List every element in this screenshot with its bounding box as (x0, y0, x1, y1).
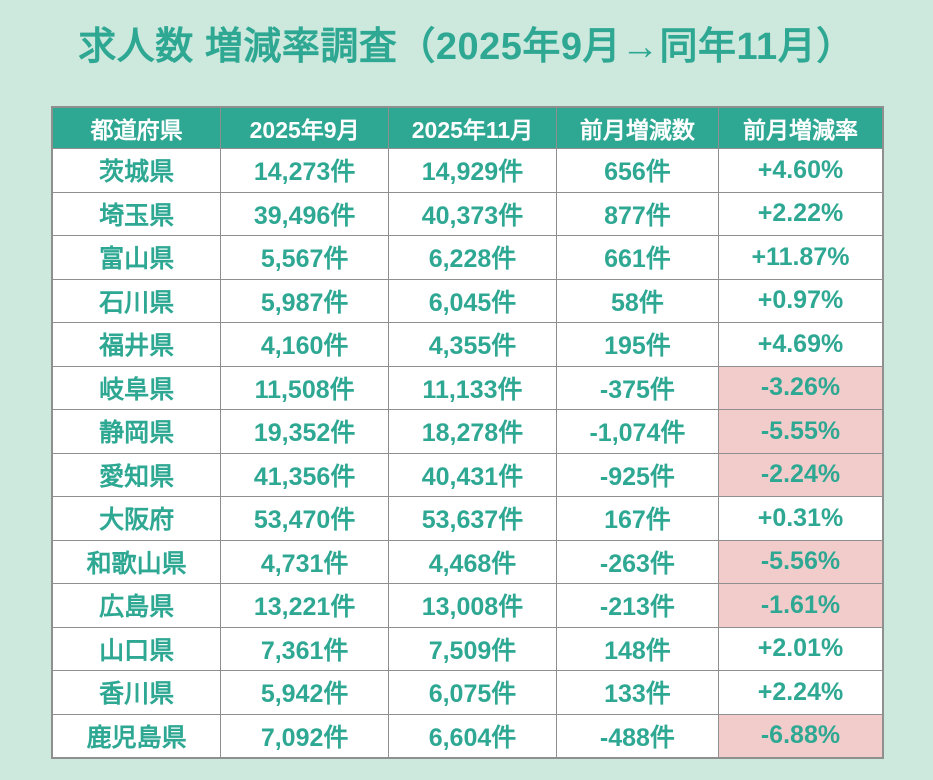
sep-2025-count-cell: 13,221件 (220, 583, 390, 628)
prefecture-cell: 埼玉県 (51, 191, 222, 236)
month-diff-count-cell: 195件 (555, 322, 719, 367)
month-diff-count-cell: 58件 (555, 278, 719, 323)
prefecture-cell: 茨城県 (51, 148, 222, 193)
sep-2025-count-cell: 14,273件 (220, 148, 390, 193)
prefecture-job-table: 都道府県 2025年9月 2025年11月 前月増減数 前月増減率 茨城県 14,273件… (51, 106, 884, 759)
column-header-4: 前月増減数 (555, 106, 719, 149)
nov-2025-count-cell: 13,008件 (388, 583, 557, 628)
month-diff-count-cell: -263件 (555, 539, 719, 584)
sep-2025-count-cell: 7,361件 (220, 626, 390, 671)
table-row: 和歌山県 4,731件 4,468件 -263件 -5.56% (51, 539, 884, 584)
sep-2025-count-cell: 5,567件 (220, 235, 390, 280)
month-diff-rate-cell: -2.24% (717, 452, 884, 497)
table-row: 愛知県 41,356件 40,431件 -925件 -2.24% (51, 452, 884, 497)
nov-2025-count-cell: 4,468件 (388, 539, 557, 584)
month-diff-count-cell: -213件 (555, 583, 719, 628)
nov-2025-count-cell: 6,045件 (388, 278, 557, 323)
nov-2025-count-cell: 4,355件 (388, 322, 557, 367)
prefecture-cell: 山口県 (51, 626, 222, 671)
prefecture-cell: 香川県 (51, 670, 222, 715)
prefecture-cell: 大阪府 (51, 496, 222, 541)
month-diff-rate-cell: +0.97% (717, 278, 884, 323)
prefecture-cell: 和歌山県 (51, 539, 222, 584)
month-diff-rate-cell: -5.55% (717, 409, 884, 454)
nov-2025-count-cell: 53,637件 (388, 496, 557, 541)
prefecture-cell: 広島県 (51, 583, 222, 628)
prefecture-cell: 富山県 (51, 235, 222, 280)
month-diff-rate-cell: +11.87% (717, 235, 884, 280)
page-title: 求人数 増減率調査（2025年9月→同年11月） (78, 26, 855, 68)
sep-2025-count-cell: 4,160件 (220, 322, 390, 367)
column-header-3: 2025年11月 (388, 106, 557, 149)
nov-2025-count-cell: 6,075件 (388, 670, 557, 715)
month-diff-rate-cell: -1.61% (717, 583, 884, 628)
prefecture-cell: 愛知県 (51, 452, 222, 497)
month-diff-count-cell: 656件 (555, 148, 719, 193)
table-row: 香川県 5,942件 6,075件 133件 +2.24% (51, 670, 884, 715)
table-row: 福井県 4,160件 4,355件 195件 +4.69% (51, 322, 884, 367)
prefecture-cell: 福井県 (51, 322, 222, 367)
sep-2025-count-cell: 4,731件 (220, 539, 390, 584)
prefecture-cell: 静岡県 (51, 409, 222, 454)
table-row: 静岡県 19,352件 18,278件 -1,074件 -5.55% (51, 409, 884, 454)
column-header-1: 都道府県 (51, 106, 222, 149)
nov-2025-count-cell: 40,431件 (388, 452, 557, 497)
sep-2025-count-cell: 5,942件 (220, 670, 390, 715)
sep-2025-count-cell: 39,496件 (220, 191, 390, 236)
table-row: 石川県 5,987件 6,045件 58件 +0.97% (51, 278, 884, 323)
nov-2025-count-cell: 11,133件 (388, 365, 557, 410)
month-diff-rate-cell: +2.01% (717, 626, 884, 671)
prefecture-cell: 鹿児島県 (51, 713, 222, 759)
month-diff-count-cell: 148件 (555, 626, 719, 671)
month-diff-rate-cell: -6.88% (717, 713, 884, 759)
month-diff-rate-cell: +2.24% (717, 670, 884, 715)
table-row: 岐阜県 11,508件 11,133件 -375件 -3.26% (51, 365, 884, 410)
month-diff-count-cell: 877件 (555, 191, 719, 236)
nov-2025-count-cell: 40,373件 (388, 191, 557, 236)
nov-2025-count-cell: 7,509件 (388, 626, 557, 671)
month-diff-rate-cell: +2.22% (717, 191, 884, 236)
month-diff-count-cell: -375件 (555, 365, 719, 410)
table-row: 鹿児島県 7,092件 6,604件 -488件 -6.88% (51, 713, 884, 759)
month-diff-rate-cell: +4.60% (717, 148, 884, 193)
sep-2025-count-cell: 11,508件 (220, 365, 390, 410)
nov-2025-count-cell: 6,228件 (388, 235, 557, 280)
column-header-5: 前月増減率 (717, 106, 884, 149)
sep-2025-count-cell: 19,352件 (220, 409, 390, 454)
month-diff-count-cell: -488件 (555, 713, 719, 759)
table-row: 富山県 5,567件 6,228件 661件 +11.87% (51, 235, 884, 280)
sep-2025-count-cell: 7,092件 (220, 713, 390, 759)
month-diff-rate-cell: +4.69% (717, 322, 884, 367)
sep-2025-count-cell: 41,356件 (220, 452, 390, 497)
prefecture-cell: 岐阜県 (51, 365, 222, 410)
nov-2025-count-cell: 18,278件 (388, 409, 557, 454)
month-diff-count-cell: 167件 (555, 496, 719, 541)
month-diff-count-cell: -1,074件 (555, 409, 719, 454)
prefecture-table-container: 都道府県 2025年9月 2025年11月 前月増減数 前月増減率 茨城県 14,273件… (51, 106, 884, 759)
table-row: 山口県 7,361件 7,509件 148件 +2.01% (51, 626, 884, 671)
sep-2025-count-cell: 53,470件 (220, 496, 390, 541)
table-row: 広島県 13,221件 13,008件 -213件 -1.61% (51, 583, 884, 628)
prefecture-cell: 石川県 (51, 278, 222, 323)
month-diff-count-cell: 133件 (555, 670, 719, 715)
column-header-2: 2025年9月 (220, 106, 390, 149)
table-row: 茨城県 14,273件 14,929件 656件 +4.60% (51, 148, 884, 193)
table-row: 大阪府 53,470件 53,637件 167件 +0.31% (51, 496, 884, 541)
month-diff-rate-cell: -3.26% (717, 365, 884, 410)
nov-2025-count-cell: 14,929件 (388, 148, 557, 193)
month-diff-count-cell: -925件 (555, 452, 719, 497)
month-diff-rate-cell: +0.31% (717, 496, 884, 541)
month-diff-count-cell: 661件 (555, 235, 719, 280)
table-header-row: 都道府県 2025年9月 2025年11月 前月増減数 前月増減率 (51, 106, 884, 149)
table-row: 埼玉県 39,496件 40,373件 877件 +2.22% (51, 191, 884, 236)
month-diff-rate-cell: -5.56% (717, 539, 884, 584)
nov-2025-count-cell: 6,604件 (388, 713, 557, 759)
sep-2025-count-cell: 5,987件 (220, 278, 390, 323)
